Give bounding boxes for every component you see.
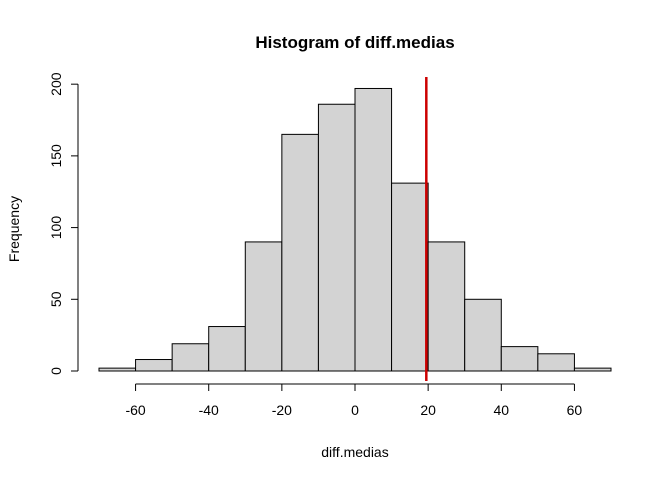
chart-title: Histogram of diff.medias xyxy=(255,33,454,52)
histogram-bar xyxy=(208,326,246,372)
bars-layer xyxy=(98,87,612,372)
histogram-bar xyxy=(244,241,283,372)
x-tick-label: 0 xyxy=(351,402,359,418)
histogram-bar xyxy=(281,133,319,372)
histogram-bar xyxy=(354,87,393,372)
histogram-bar xyxy=(573,367,612,372)
histogram-bar xyxy=(391,182,429,372)
histogram-bar xyxy=(537,353,575,372)
histogram-bar xyxy=(98,367,137,372)
histogram-bar xyxy=(427,241,466,372)
y-tick-label: 100 xyxy=(48,216,64,240)
histogram-bar xyxy=(135,359,173,372)
x-axis-label: diff.medias xyxy=(321,444,388,460)
y-axis: 0 50 100 150 200 xyxy=(48,72,79,375)
y-tick-label: 0 xyxy=(48,367,64,375)
histogram-bar xyxy=(500,346,539,372)
x-tick-label: 60 xyxy=(567,402,583,418)
x-tick-label: -20 xyxy=(272,402,292,418)
histogram-bar xyxy=(317,103,356,372)
x-tick-label: 20 xyxy=(420,402,436,418)
y-tick-label: 200 xyxy=(48,72,64,96)
y-tick-label: 50 xyxy=(48,291,64,307)
histogram-bar xyxy=(171,343,210,372)
x-tick-label: 40 xyxy=(493,402,509,418)
histogram-bar xyxy=(464,298,502,372)
x-axis: -60 -40 -20 0 20 40 60 xyxy=(125,383,583,418)
x-tick-label: -40 xyxy=(199,402,219,418)
x-tick-label: -60 xyxy=(125,402,145,418)
y-tick-label: 150 xyxy=(48,144,64,168)
y-axis-label: Frequency xyxy=(6,196,22,262)
